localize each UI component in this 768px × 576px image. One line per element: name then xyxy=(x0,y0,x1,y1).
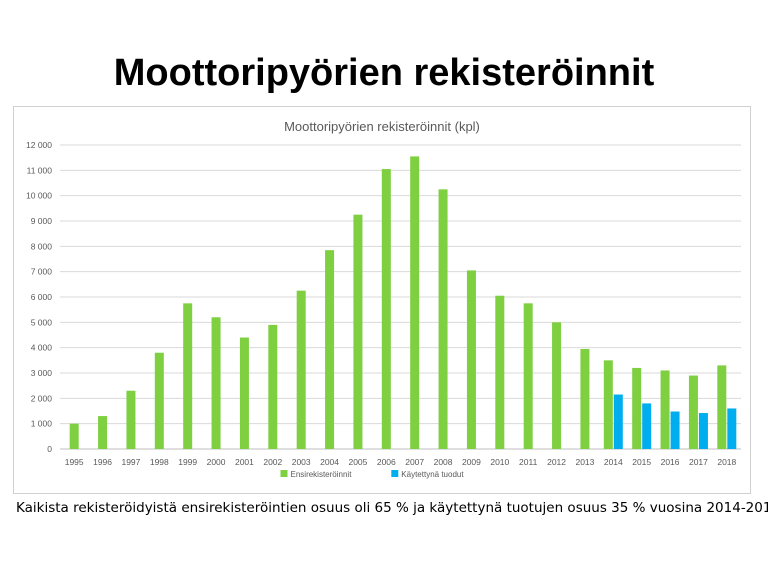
bar xyxy=(98,416,108,449)
x-tick-label: 1995 xyxy=(65,457,84,467)
caption: Kaikista rekisteröidyistä ensirekisteröi… xyxy=(16,500,768,516)
y-tick-label: 3 000 xyxy=(31,368,53,378)
bar xyxy=(353,214,363,449)
y-tick-label: 4 000 xyxy=(31,343,53,353)
bar xyxy=(698,413,708,449)
chart-title: Moottoripyörien rekisteröinnit (kpl) xyxy=(284,119,480,134)
bar xyxy=(688,375,698,449)
bar xyxy=(239,337,249,449)
x-tick-label: 2002 xyxy=(263,457,282,467)
x-tick-label: 2003 xyxy=(292,457,311,467)
y-tick-label: 5 000 xyxy=(31,317,53,327)
x-tick-label: 2006 xyxy=(377,457,396,467)
bar xyxy=(717,365,727,449)
x-tick-label: 1997 xyxy=(121,457,140,467)
x-tick-label: 2018 xyxy=(717,457,736,467)
bars xyxy=(69,156,737,450)
bar xyxy=(296,290,306,449)
y-tick-label: 12 000 xyxy=(26,140,52,150)
x-tick-label: 2001 xyxy=(235,457,254,467)
x-tick-label: 1999 xyxy=(178,457,197,467)
legend-label: Käytettynä tuodut xyxy=(401,470,464,479)
bar xyxy=(69,423,79,449)
x-tick-label: 2012 xyxy=(547,457,566,467)
chart-frame: Moottoripyörien rekisteröinnit (kpl) 0 1 … xyxy=(13,106,751,494)
x-tick-label: 2008 xyxy=(434,457,453,467)
y-axis-tick-labels: 0 1 000 2 000 3 000 4 000 5 000 6 000 7 000 8 00… xyxy=(26,140,52,454)
x-tick-label: 2010 xyxy=(490,457,509,467)
y-tick-label: 6 000 xyxy=(31,292,53,302)
bar xyxy=(154,352,164,449)
bar xyxy=(381,169,391,450)
x-tick-label: 2007 xyxy=(405,457,424,467)
bar xyxy=(438,189,448,449)
y-tick-label: 8 000 xyxy=(31,241,53,251)
bar xyxy=(211,317,221,449)
y-tick-label: 2 000 xyxy=(31,393,53,403)
legend-swatch xyxy=(391,470,399,477)
x-tick-label: 2017 xyxy=(689,457,708,467)
bar xyxy=(126,390,136,449)
bar xyxy=(183,303,193,449)
gridlines xyxy=(60,144,741,450)
y-tick-label: 11 000 xyxy=(27,165,53,175)
slide-title: Moottoripyörien rekisteröinnit xyxy=(113,52,655,94)
bar xyxy=(495,295,505,449)
bar xyxy=(603,360,613,449)
bar xyxy=(632,367,642,449)
y-tick-label: 9 000 xyxy=(31,216,53,226)
bar xyxy=(268,324,278,449)
bar-chart: Moottoripyörien rekisteröinnit (kpl) 0 1 … xyxy=(26,119,741,479)
x-tick-label: 2009 xyxy=(462,457,481,467)
bar xyxy=(523,303,533,449)
x-tick-label: 2013 xyxy=(575,457,594,467)
bar xyxy=(642,403,652,449)
bar xyxy=(613,394,623,449)
x-tick-label: 2011 xyxy=(519,457,538,467)
x-tick-label: 2005 xyxy=(348,457,367,467)
bar xyxy=(410,156,420,449)
y-tick-label: 10 000 xyxy=(26,191,52,201)
y-tick-label: 0 xyxy=(47,444,52,454)
x-axis-tick-labels: 1995 1996 1997 1998 1999 2000 2001 2002 2003 2004… xyxy=(65,457,737,467)
bar xyxy=(580,348,590,449)
x-tick-label: 2000 xyxy=(207,457,226,467)
x-tick-label: 2014 xyxy=(604,457,623,467)
bar xyxy=(660,370,670,449)
y-tick-label: 1 000 xyxy=(31,419,53,429)
bar xyxy=(727,408,737,449)
x-tick-label: 2004 xyxy=(320,457,339,467)
legend-swatch xyxy=(280,470,288,477)
bar xyxy=(466,270,476,449)
x-tick-label: 1996 xyxy=(93,457,112,467)
bar xyxy=(552,322,562,449)
bar xyxy=(325,250,335,449)
legend-label: Ensirekisteröinnit xyxy=(291,470,353,479)
x-tick-label: 2016 xyxy=(661,457,680,467)
y-tick-label: 7 000 xyxy=(31,267,53,277)
bar xyxy=(670,411,680,449)
x-tick-label: 2015 xyxy=(632,457,651,467)
legend: Ensirekisteröinnit Käytettynä tuodut xyxy=(280,470,464,479)
x-tick-label: 1998 xyxy=(150,457,169,467)
